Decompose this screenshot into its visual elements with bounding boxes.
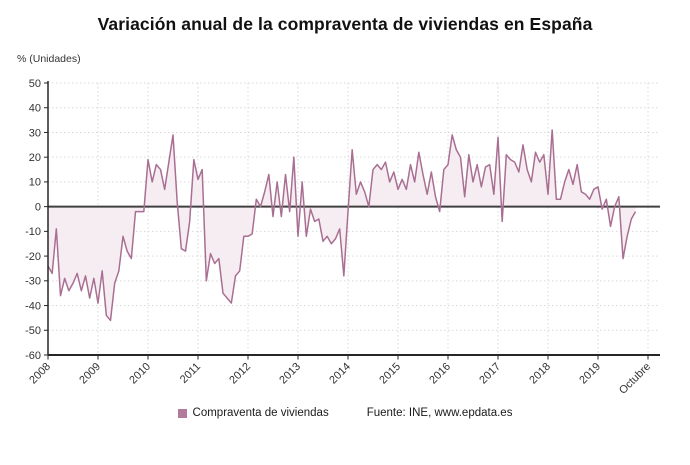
x-tick-label: 2019 <box>577 361 603 387</box>
y-tick-label: 0 <box>35 201 41 213</box>
series-swatch-icon <box>177 408 187 418</box>
source-label: Fuente: INE, www.epdata.es <box>366 407 513 419</box>
x-tick-label: 2018 <box>527 361 553 387</box>
x-tick-label: 2010 <box>127 361 153 387</box>
y-tick-label: 10 <box>29 177 41 189</box>
y-tick-label: 20 <box>29 152 41 164</box>
y-tick-label: 50 <box>29 78 41 90</box>
y-tick-label: 40 <box>29 103 41 115</box>
y-axis-ticks: 50 40 30 20 10 0 -10 -20 -30 -40 -50 -60 <box>25 78 48 362</box>
x-tick-label: 2013 <box>277 361 303 387</box>
x-axis-ticks: 2008 2009 2010 2011 2012 2013 2014 2015 2016 2017… <box>27 355 653 397</box>
x-tick-label: 2012 <box>227 361 253 387</box>
legend: Compraventa de viviendas Fuente: INE, ww… <box>0 407 690 419</box>
x-tick-label: 2016 <box>427 361 453 387</box>
y-tick-label: -30 <box>25 276 41 288</box>
x-tick-label: 2015 <box>377 361 403 387</box>
y-tick-label: -40 <box>25 300 41 312</box>
series-legend-label: Compraventa de viviendas <box>192 407 329 419</box>
series-area <box>48 129 636 321</box>
y-tick-label: -60 <box>25 350 41 362</box>
x-tick-label: 2009 <box>77 361 103 387</box>
chart-title: Variación anual de la compraventa de viv… <box>97 14 593 34</box>
y-tick-label: -50 <box>25 325 41 337</box>
y-tick-label: 30 <box>29 127 41 139</box>
x-tick-label: 2008 <box>27 361 53 387</box>
y-tick-label: -10 <box>25 226 41 238</box>
y-axis-unit-label: % (Unidades) <box>17 53 81 65</box>
horizontal-gridlines <box>48 82 660 356</box>
x-tick-label: Octubre <box>617 361 653 397</box>
legend-entry: Compraventa de viviendas <box>177 407 329 419</box>
series-line <box>47 129 637 322</box>
y-tick-label: -20 <box>25 251 41 263</box>
x-tick-label: 2017 <box>477 361 503 387</box>
plot-container: 50 40 30 20 10 0 -10 -20 -30 -40 -50 -60 2008 2009 201… <box>25 78 660 397</box>
x-tick-label: 2014 <box>327 361 353 387</box>
x-tick-label: 2011 <box>178 361 203 386</box>
